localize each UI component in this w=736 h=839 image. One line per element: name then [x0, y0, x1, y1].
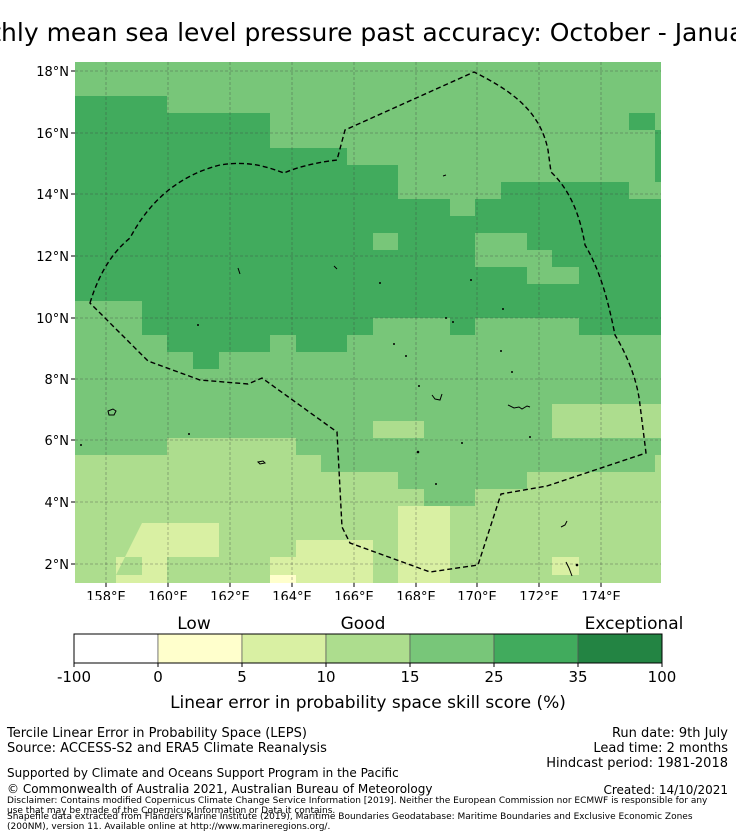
island	[416, 450, 420, 454]
island	[197, 324, 199, 326]
island	[393, 343, 395, 345]
legend-swatch	[157, 633, 243, 664]
island	[107, 408, 117, 416]
island	[575, 563, 579, 567]
legend-tick-label: 25	[484, 668, 503, 686]
lat-label: 8°N	[45, 373, 70, 388]
island	[445, 317, 447, 319]
eez-boundary	[89, 71, 647, 573]
lat-label: 2°N	[45, 558, 70, 573]
support-text: Supported by Climate and Oceans Support …	[7, 766, 399, 780]
legend-swatch	[73, 633, 159, 664]
island	[511, 371, 513, 373]
hindcast-period: Hindcast period: 1981-2018	[546, 756, 728, 771]
legend-tick-label: 5	[237, 668, 247, 686]
island	[452, 321, 454, 323]
shapefile-text-2: (200NM), version 11. Available online at…	[7, 822, 331, 832]
island	[418, 385, 420, 387]
shapefile-text: Shapefile data extracted from Flanders M…	[7, 812, 693, 822]
lat-label: 10°N	[36, 312, 69, 327]
lon-label: 164°E	[272, 590, 312, 600]
island	[435, 483, 437, 485]
island	[237, 174, 447, 275]
legend-swatch	[409, 633, 495, 664]
skill-legend: Low Good Exceptional -100 0 5 10 15 25 35 100	[57, 614, 684, 686]
skill-region-high	[75, 96, 661, 369]
legend-swatch	[241, 633, 327, 664]
run-date: Run date: 9th July	[611, 726, 728, 741]
disclaimer-text: Disclaimer: Contains modified Copernicus…	[7, 796, 708, 806]
lat-label: 12°N	[36, 250, 69, 265]
island	[80, 444, 82, 446]
created-date: Created: 14/10/2021	[603, 783, 728, 797]
legend-category: Low	[177, 614, 211, 634]
lon-label: 158°E	[86, 590, 126, 600]
island	[188, 433, 190, 435]
island	[405, 355, 407, 357]
island	[529, 436, 531, 438]
skill-region-very-low	[116, 506, 579, 583]
legend-tick-label: 100	[648, 668, 677, 686]
legend-tick-label: 15	[400, 668, 419, 686]
disclaimer-text-2: use that may be made of the Copernicus I…	[7, 806, 336, 816]
island	[470, 279, 472, 281]
copyright-text: © Commonwealth of Australia 2021, Austra…	[7, 782, 433, 796]
skill-map: 18°N 16°N 14°N 12°N 10°N 8°N 6°N 4°N 2°N 158°E 16…	[36, 62, 661, 600]
skill-region-low	[75, 404, 661, 583]
lat-label: 16°N	[36, 127, 69, 142]
lon-label: 170°E	[457, 590, 497, 600]
skill-region-mid	[373, 233, 579, 284]
lon-label: 174°E	[581, 590, 621, 600]
legend-frame	[73, 633, 663, 664]
legend-label: Linear error in probability space skill …	[170, 693, 566, 713]
lon-label: 166°E	[334, 590, 374, 600]
island	[502, 308, 504, 310]
lat-label: 18°N	[36, 65, 69, 80]
skill-region-lowest	[270, 575, 296, 583]
lat-label: 6°N	[45, 434, 70, 449]
island	[507, 404, 531, 410]
lon-label: 162°E	[210, 590, 250, 600]
legend-category: Exceptional	[585, 614, 684, 634]
island	[379, 282, 381, 284]
legend-swatch	[325, 633, 411, 664]
legend-category: Good	[341, 614, 386, 634]
legend-tick-label: -100	[57, 668, 91, 686]
island	[500, 350, 502, 352]
lon-label: 168°E	[396, 590, 436, 600]
lat-label: 14°N	[36, 188, 69, 203]
island	[256, 460, 267, 465]
lat-label: 4°N	[45, 496, 70, 511]
legend-swatch	[577, 633, 663, 664]
island	[461, 442, 463, 444]
method-text: Tercile Linear Error in Probability Spac…	[7, 726, 307, 741]
island	[431, 393, 443, 401]
lon-label: 172°E	[519, 590, 559, 600]
legend-swatch	[493, 633, 579, 664]
legend-tick-label: 10	[316, 668, 335, 686]
island	[560, 520, 573, 577]
legend-tick-label: 0	[153, 668, 163, 686]
legend-tick-label: 35	[568, 668, 587, 686]
lon-label: 160°E	[148, 590, 188, 600]
map-title: Monthly mean sea level pressure past acc…	[0, 18, 736, 47]
source-text: Source: ACCESS-S2 and ERA5 Climate Reana…	[7, 741, 327, 756]
lead-time: Lead time: 2 months	[593, 741, 728, 756]
